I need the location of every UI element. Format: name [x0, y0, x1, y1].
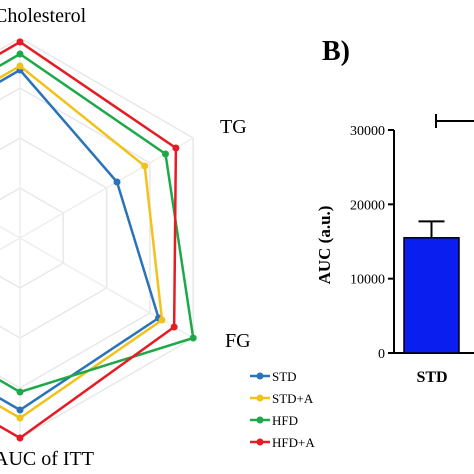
grid-ring: [0, 137, 108, 339]
y-axis-title: AUC (a.u.): [315, 206, 334, 285]
radar-chart: Cholesterol TG FG AUC of ITT STD STD+A HFD…: [0, 5, 315, 470]
grid-ring: [0, 187, 65, 289]
radar-point: [16, 38, 24, 46]
legend-swatch-dot: [256, 394, 264, 402]
radar-point: [141, 162, 149, 170]
legend-label: STD: [272, 369, 297, 384]
axis-label-auc-itt: AUC of ITT: [0, 448, 94, 470]
legend-label: HFD: [272, 413, 298, 428]
legend: STD STD+A HFD HFD+A: [250, 369, 315, 450]
legend-item: STD+A: [250, 391, 314, 406]
radar-grid: [0, 37, 194, 439]
axis-label-cholesterol: Cholesterol: [0, 5, 87, 27]
radar-line: [0, 40, 178, 440]
y-tick-label: 30000: [350, 124, 385, 139]
radar-series-hfd-a: [0, 38, 180, 442]
radar-point: [170, 323, 178, 331]
axis-label-fg: FG: [225, 330, 251, 352]
y-ticks: 0 10000 20000 30000: [350, 124, 394, 362]
radar-point: [16, 62, 24, 70]
radar-line: [0, 52, 195, 394]
legend-swatch-dot: [256, 438, 264, 446]
grid-spoke: [0, 225, 21, 239]
panel-label: B): [322, 36, 350, 67]
bar-chart: B) AUC (a.u.) 0 10000 20000 30000 STD: [315, 36, 474, 386]
y-tick-label: 10000: [350, 273, 385, 288]
radar-point: [161, 150, 169, 158]
grid-ring: [0, 37, 194, 439]
radar-point: [16, 50, 24, 58]
legend-item: STD: [250, 369, 297, 384]
radar-point: [189, 334, 197, 342]
grid-spoke: [0, 237, 21, 251]
y-tick-label: 20000: [350, 198, 385, 213]
radar-line: [0, 64, 164, 420]
legend-item: HFD+A: [250, 435, 315, 450]
bar-marks: [403, 220, 460, 354]
y-tick-label: 0: [378, 347, 385, 362]
radar-axis-labels: Cholesterol TG FG AUC of ITT: [0, 5, 251, 470]
legend-label: STD+A: [272, 391, 314, 406]
radar-series-std-a: [0, 62, 166, 422]
significance-bracket: [435, 114, 474, 128]
radar-point: [16, 406, 24, 414]
radar-series-hfd: [0, 50, 197, 396]
radar-point: [16, 414, 24, 422]
legend-swatch-dot: [256, 416, 264, 424]
bar-std: [403, 237, 460, 354]
radar-line: [0, 68, 161, 412]
legend-label: HFD+A: [272, 435, 315, 450]
legend-item: HFD: [250, 413, 298, 428]
radar-point: [113, 178, 121, 186]
axis-label-tg: TG: [220, 116, 247, 138]
radar-point: [16, 434, 24, 442]
radar-point: [16, 388, 24, 396]
x-tick-label-std: STD: [416, 369, 447, 386]
radar-point: [158, 316, 166, 324]
radar-point: [172, 144, 180, 152]
legend-swatch-dot: [256, 372, 264, 380]
radar-series-group: [0, 38, 197, 442]
